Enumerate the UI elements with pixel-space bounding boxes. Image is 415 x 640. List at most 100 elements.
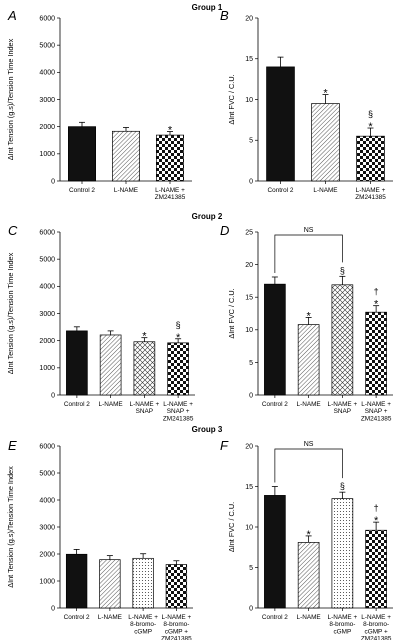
x-tick-label: Control 2 xyxy=(268,187,294,194)
significance-mark: † xyxy=(374,287,379,297)
panel-e: E ΔInt Tension (g.s)/Tension Time Index 0 1… xyxy=(6,438,193,640)
y-tick-label: 5000 xyxy=(39,470,55,477)
y-tick-label: 15 xyxy=(245,484,253,491)
significance-mark: * xyxy=(176,332,181,344)
significance-mark: * xyxy=(142,331,147,343)
significance-mark: * xyxy=(374,515,379,527)
x-tick-label: Control 2 xyxy=(69,187,95,194)
y-tick-label: 0 xyxy=(51,605,55,612)
bar xyxy=(266,66,295,182)
x-tick-label: SNAP + xyxy=(365,408,388,415)
x-tick-label: ZM241385 xyxy=(163,415,194,422)
panel-b: B ΔInt FVC / C.U. 0 5 10 15 20 Control 2 L-NAME *… xyxy=(220,8,393,201)
bar xyxy=(264,283,286,396)
significance-mark: * xyxy=(306,310,311,322)
bar xyxy=(65,553,88,609)
x-tick-label: SNAP xyxy=(334,408,351,415)
x-tick-label: cGMP xyxy=(333,628,351,635)
significance-mark: § xyxy=(176,320,181,330)
x-tick-label: cGMP + xyxy=(365,628,388,635)
x-tick-label: Control 2 xyxy=(64,614,90,621)
y-axis-label: ΔInt Tension (g.s)/Tension Time Index xyxy=(6,38,15,160)
x-tick-label: L-NAME xyxy=(98,614,122,621)
y-tick-label: 6000 xyxy=(39,229,55,236)
x-tick-label: L-NAME xyxy=(114,187,138,194)
significance-mark: * xyxy=(323,88,328,100)
bar xyxy=(165,564,188,609)
bar xyxy=(311,103,340,182)
x-tick-label: L-NAME + xyxy=(356,187,386,194)
significance-mark: † xyxy=(374,503,379,513)
y-tick-label: 0 xyxy=(249,178,253,185)
x-tick-label: L-NAME xyxy=(297,614,321,621)
bar xyxy=(331,284,354,396)
y-tick-label: 2000 xyxy=(39,338,55,345)
panel-letter: C xyxy=(8,223,18,238)
y-tick-label: 1000 xyxy=(39,365,55,372)
x-tick-label: Control 2 xyxy=(262,614,288,621)
y-tick-label: 20 xyxy=(245,262,253,269)
x-tick-label: L-NAME xyxy=(313,187,337,194)
x-tick-label: L-NAME + xyxy=(130,401,160,408)
x-tick-label: ZM241385 xyxy=(361,636,392,640)
bar xyxy=(68,126,96,182)
x-tick-label: 8-bromo- xyxy=(130,621,156,628)
group-2-label: Group 2 xyxy=(192,212,223,221)
y-axis-label: ΔInt FVC / C.U. xyxy=(227,502,236,552)
bar xyxy=(156,134,184,182)
y-tick-label: 15 xyxy=(245,56,253,63)
panel-f: F ΔInt FVC / C.U. 0 5 10 15 20 Control 2 L-NAME *… xyxy=(220,438,393,640)
ns-bracket xyxy=(274,448,343,483)
x-tick-label: cGMP xyxy=(134,628,152,635)
y-tick-label: 3000 xyxy=(39,311,55,318)
y-tick-label: 6000 xyxy=(39,15,55,22)
x-tick-label: L-NAME + xyxy=(163,401,193,408)
y-tick-label: 20 xyxy=(245,443,253,450)
y-tick-label: 0 xyxy=(249,392,253,399)
x-tick-label: L-NAME xyxy=(297,401,321,408)
x-tick-label: ZM241385 xyxy=(155,194,186,201)
y-tick-label: 10 xyxy=(245,327,253,334)
bar xyxy=(99,334,122,396)
bar xyxy=(331,498,354,609)
significance-mark: * xyxy=(168,125,173,137)
y-tick-label: 6000 xyxy=(39,443,55,450)
y-tick-label: 2000 xyxy=(39,551,55,558)
y-tick-label: 1000 xyxy=(39,578,55,585)
panel-letter: D xyxy=(220,223,229,238)
y-axis-label: ΔInt FVC / C.U. xyxy=(227,288,236,338)
x-tick-label: ZM241385 xyxy=(161,636,192,640)
y-tick-label: 5000 xyxy=(39,43,55,50)
x-tick-label: ZM241385 xyxy=(355,194,386,201)
y-tick-label: 0 xyxy=(51,392,55,399)
y-tick-label: 5000 xyxy=(39,257,55,264)
panel-letter: E xyxy=(8,438,17,453)
ns-label: NS xyxy=(304,227,314,234)
y-axis-label: ΔInt Tension (g.s)/Tension Time Index xyxy=(6,466,15,588)
y-tick-label: 4000 xyxy=(39,284,55,291)
x-tick-label: L-NAME + xyxy=(361,614,391,621)
group-1-label: Group 1 xyxy=(192,3,223,12)
significance-mark: § xyxy=(368,109,373,119)
panel-c: C ΔInt Tension (g.s)/Tension Time Index 0 1… xyxy=(6,223,195,422)
panel-d: D ΔInt FVC / C.U. 0 5 10 15 20 25 Control 2 L-NAM… xyxy=(220,223,393,422)
x-tick-label: L-NAME xyxy=(99,401,123,408)
y-tick-label: 20 xyxy=(245,15,253,22)
y-axis-label: ΔInt FVC / C.U. xyxy=(227,74,236,124)
y-tick-label: 4000 xyxy=(39,70,55,77)
x-tick-label: Control 2 xyxy=(262,401,288,408)
ns-bracket xyxy=(274,234,343,273)
x-tick-label: 8-bromo- xyxy=(163,621,189,628)
x-tick-label: ZM241385 xyxy=(361,415,392,422)
chart-panels: A ΔInt Tension (g.s)/Tension Time Index 0 1… xyxy=(6,8,393,640)
bar xyxy=(297,542,320,609)
y-tick-label: 0 xyxy=(51,178,55,185)
bar xyxy=(365,529,387,609)
bar xyxy=(133,341,156,396)
x-tick-label: SNAP xyxy=(136,408,153,415)
y-tick-label: 5 xyxy=(249,138,253,145)
bar xyxy=(264,495,286,609)
x-tick-label: L-NAME + xyxy=(328,614,358,621)
bar xyxy=(167,342,189,396)
